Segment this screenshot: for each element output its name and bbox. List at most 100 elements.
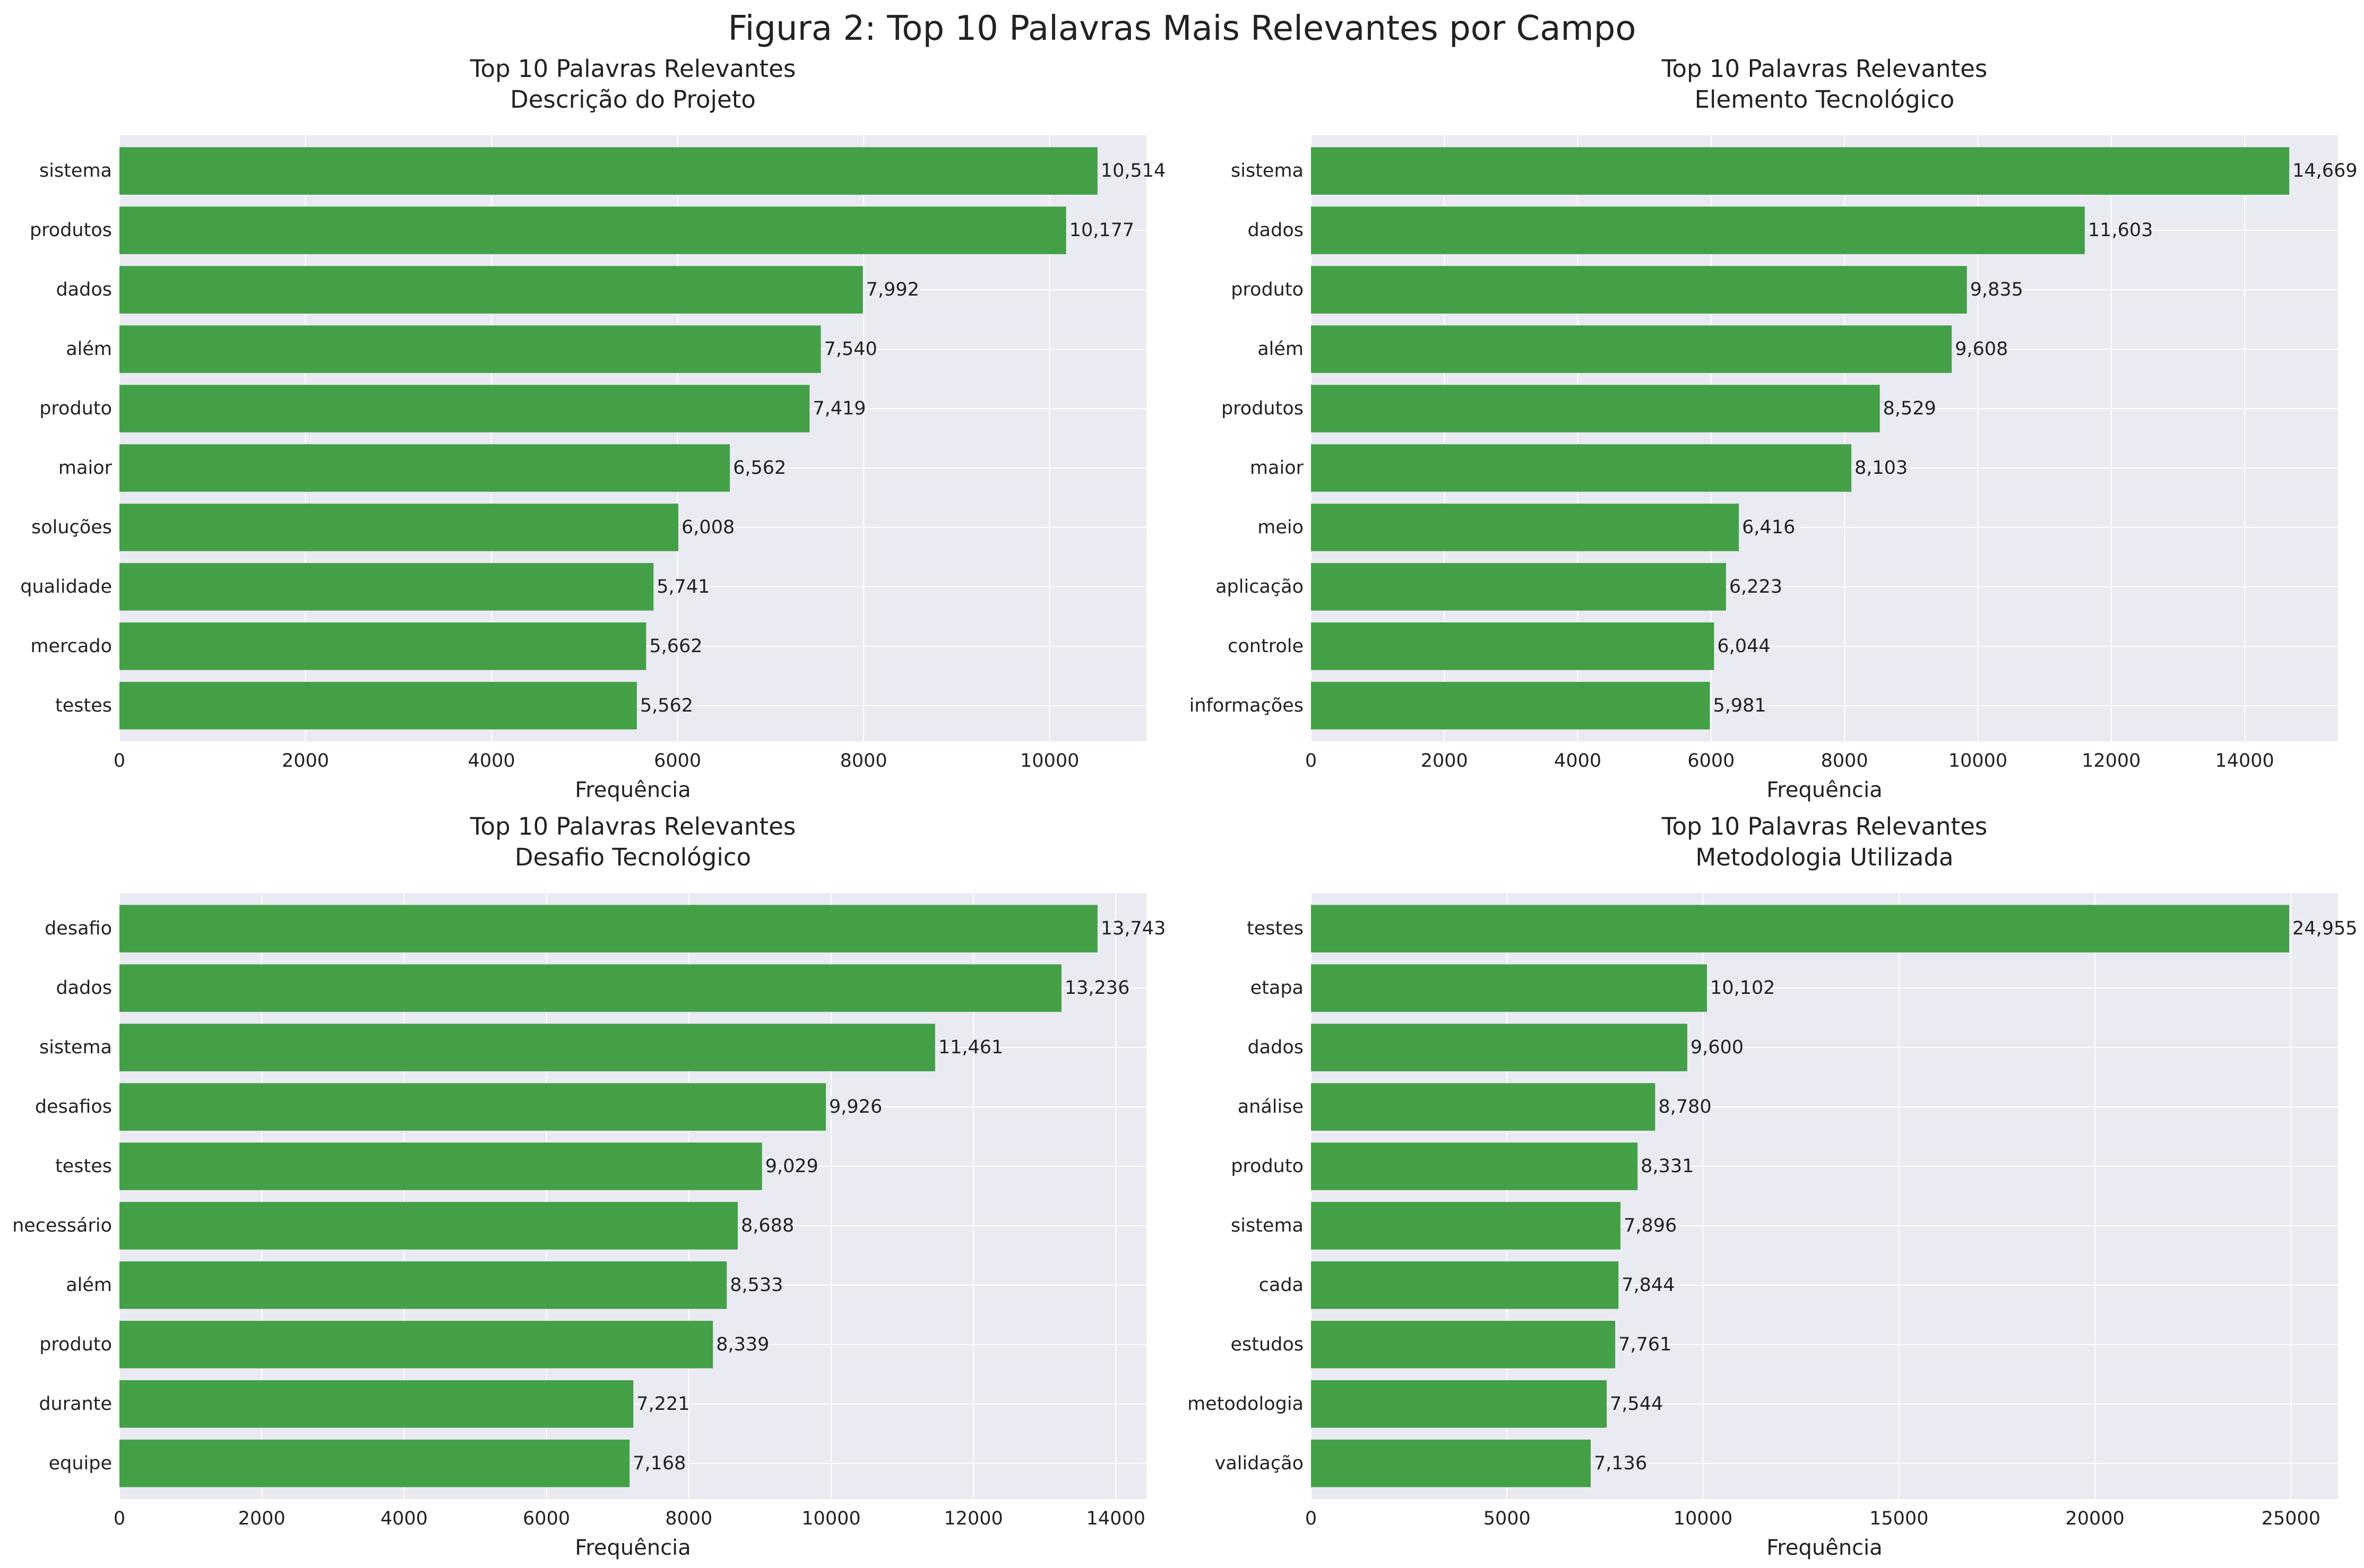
value-label: 8,529 [1883, 398, 1936, 419]
value-label: 5,562 [640, 695, 693, 716]
category-label: etapa [1250, 977, 1304, 999]
category-label: soluções [31, 517, 112, 538]
bar-testes [119, 682, 637, 730]
x-axis-label: Frequência [575, 1536, 691, 1560]
category-label: testes [1247, 918, 1304, 939]
category-label: produto [1231, 279, 1304, 300]
value-label: 9,835 [1970, 279, 2023, 300]
value-label: 7,221 [636, 1393, 689, 1415]
value-label: 14,669 [2292, 160, 2357, 181]
category-label: produto [1231, 1156, 1304, 1177]
x-tick-label: 10000 [801, 1508, 860, 1529]
bar-necessário [119, 1202, 738, 1250]
category-label: análise [1238, 1096, 1304, 1117]
x-tick-label: 20000 [2065, 1508, 2124, 1529]
category-label: qualidade [20, 576, 112, 597]
bar-informações [1311, 682, 1710, 730]
value-label: 6,562 [733, 457, 786, 479]
chart-panel-2: sistema 14,669 dados 11,603 produto 9,835 além… [1189, 55, 2358, 802]
x-tick-label: 15000 [1869, 1508, 1928, 1529]
category-label: maior [1250, 457, 1304, 479]
category-label: dados [1247, 1037, 1304, 1058]
value-label: 7,168 [633, 1453, 686, 1474]
category-label: testes [55, 695, 112, 716]
category-label: metodologia [1187, 1393, 1304, 1415]
value-label: 9,600 [1690, 1037, 1744, 1058]
value-label: 6,416 [1742, 517, 1795, 538]
value-label: 8,103 [1854, 457, 1908, 479]
value-label: 5,981 [1713, 695, 1766, 716]
x-tick-label: 0 [114, 1508, 125, 1529]
bar-dados [1311, 1024, 1688, 1071]
bar-desafios [119, 1083, 826, 1131]
value-label: 8,339 [716, 1334, 769, 1355]
value-label: 9,608 [1955, 339, 2008, 360]
category-label: dados [56, 977, 112, 999]
value-label: 10,514 [1101, 160, 1166, 181]
value-label: 6,008 [681, 517, 735, 538]
category-label: além [66, 1275, 112, 1296]
value-label: 5,662 [649, 636, 702, 657]
category-label: estudos [1230, 1334, 1304, 1355]
x-tick-label: 10000 [1020, 750, 1079, 772]
category-label: sistema [1231, 1215, 1304, 1236]
x-tick-label: 14000 [1086, 1508, 1145, 1529]
category-label: dados [1247, 220, 1304, 241]
x-tick-label: 8000 [665, 1508, 712, 1529]
x-tick-label: 2000 [1421, 750, 1468, 772]
bar-produto [119, 1321, 713, 1368]
category-label: validação [1215, 1453, 1304, 1474]
value-label: 7,992 [866, 279, 919, 300]
value-label: 7,540 [824, 339, 877, 360]
bar-testes [119, 1142, 762, 1190]
bar-validação [1311, 1440, 1591, 1487]
value-label: 11,603 [2088, 220, 2153, 241]
category-label: produtos [30, 220, 112, 241]
figure-title: Figura 2: Top 10 Palavras Mais Relevante… [728, 9, 1636, 48]
x-tick-label: 10000 [1948, 750, 2007, 772]
x-tick-label: 2000 [238, 1508, 286, 1529]
value-label: 7,136 [1594, 1453, 1647, 1474]
category-label: cada [1259, 1275, 1304, 1296]
bar-maior [1311, 444, 1852, 492]
x-tick-label: 0 [1305, 1508, 1317, 1529]
value-label: 10,177 [1069, 220, 1134, 241]
bar-além [119, 325, 821, 373]
chart-panel-3: desafio 13,743 dados 13,236 sistema 11,461 des… [12, 812, 1166, 1560]
value-label: 8,688 [741, 1215, 794, 1236]
category-label: aplicação [1215, 576, 1304, 597]
category-label: sistema [39, 1037, 112, 1058]
x-tick-label: 4000 [1554, 750, 1601, 772]
x-tick-label: 12000 [944, 1508, 1003, 1529]
bar-além [1311, 325, 1952, 373]
chart-subtitle: Elemento Tecnológico [1695, 85, 1955, 114]
value-label: 13,743 [1101, 918, 1166, 939]
category-label: meio [1257, 517, 1304, 538]
bar-dados [119, 964, 1062, 1012]
bar-sistema [1311, 147, 2290, 195]
category-label: controle [1228, 636, 1304, 657]
bar-testes [1311, 905, 2290, 952]
x-tick-label: 4000 [381, 1508, 428, 1529]
chart-title: Top 10 Palavras Relevantes [470, 812, 796, 841]
category-label: mercado [30, 636, 112, 657]
x-tick-label: 10000 [1673, 1508, 1732, 1529]
category-label: durante [39, 1393, 112, 1415]
bar-estudos [1311, 1321, 1616, 1368]
bar-equipe [119, 1440, 630, 1487]
value-label: 7,419 [813, 398, 866, 419]
value-label: 8,533 [730, 1275, 783, 1296]
category-label: produtos [1221, 398, 1304, 419]
value-label: 5,741 [657, 576, 710, 597]
bar-dados [119, 266, 863, 314]
category-label: além [66, 339, 112, 360]
bar-metodologia [1311, 1380, 1607, 1428]
category-label: dados [56, 279, 112, 300]
x-tick-label: 2000 [282, 750, 329, 772]
value-label: 7,544 [1610, 1393, 1663, 1415]
chart-subtitle: Descrição do Projeto [510, 85, 756, 114]
bar-cada [1311, 1261, 1619, 1309]
x-axis-label: Frequência [1766, 1536, 1883, 1560]
x-tick-label: 4000 [468, 750, 515, 772]
x-tick-label: 5000 [1483, 1508, 1531, 1529]
